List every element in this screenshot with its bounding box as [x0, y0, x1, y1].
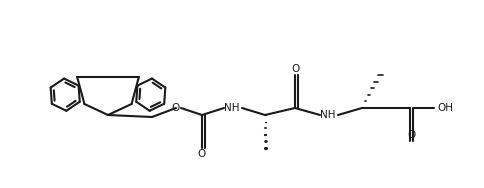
Text: OH: OH	[437, 103, 453, 113]
Text: NH: NH	[224, 103, 240, 113]
Text: O: O	[172, 103, 180, 113]
Text: NH: NH	[320, 110, 336, 120]
Text: O: O	[198, 149, 206, 159]
Text: O: O	[292, 64, 300, 74]
Text: O: O	[407, 130, 415, 140]
